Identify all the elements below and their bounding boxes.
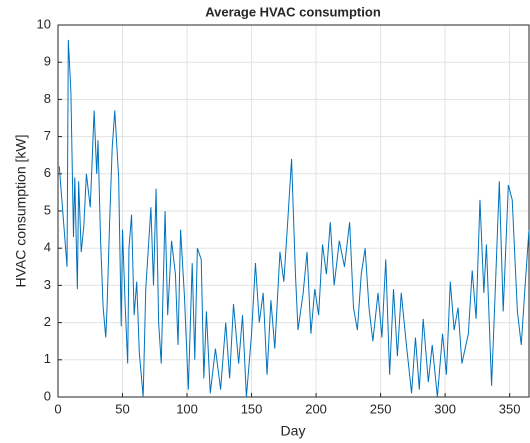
y-tick-label: 2 (44, 314, 51, 329)
x-tick-label: 50 (115, 401, 129, 416)
x-tick-label: 250 (370, 401, 392, 416)
y-tick-label: 0 (44, 388, 51, 403)
x-tick-label: 100 (176, 401, 198, 416)
data-line (58, 39, 530, 398)
y-tick-label: 7 (44, 128, 51, 143)
y-axis-label: HVAC consumption [kW] (13, 134, 29, 287)
x-tick-label: 350 (499, 401, 521, 416)
y-tick-label: 4 (44, 240, 51, 255)
y-tick-label: 8 (44, 91, 51, 106)
y-tick-label: 6 (44, 165, 51, 180)
x-tick-label: 200 (305, 401, 327, 416)
y-tick-label: 3 (44, 277, 51, 292)
x-tick-label: 300 (434, 401, 456, 416)
chart-title: Average HVAC consumption (205, 4, 381, 19)
y-tick-label: 5 (44, 202, 51, 217)
y-tick-label: 10 (37, 16, 51, 31)
x-tick-label: 0 (54, 401, 61, 416)
x-axis-label: Day (281, 423, 306, 439)
y-tick-label: 9 (44, 54, 51, 69)
x-tick-label: 150 (241, 401, 263, 416)
y-tick-label: 1 (44, 351, 51, 366)
plot-frame (57, 24, 530, 398)
